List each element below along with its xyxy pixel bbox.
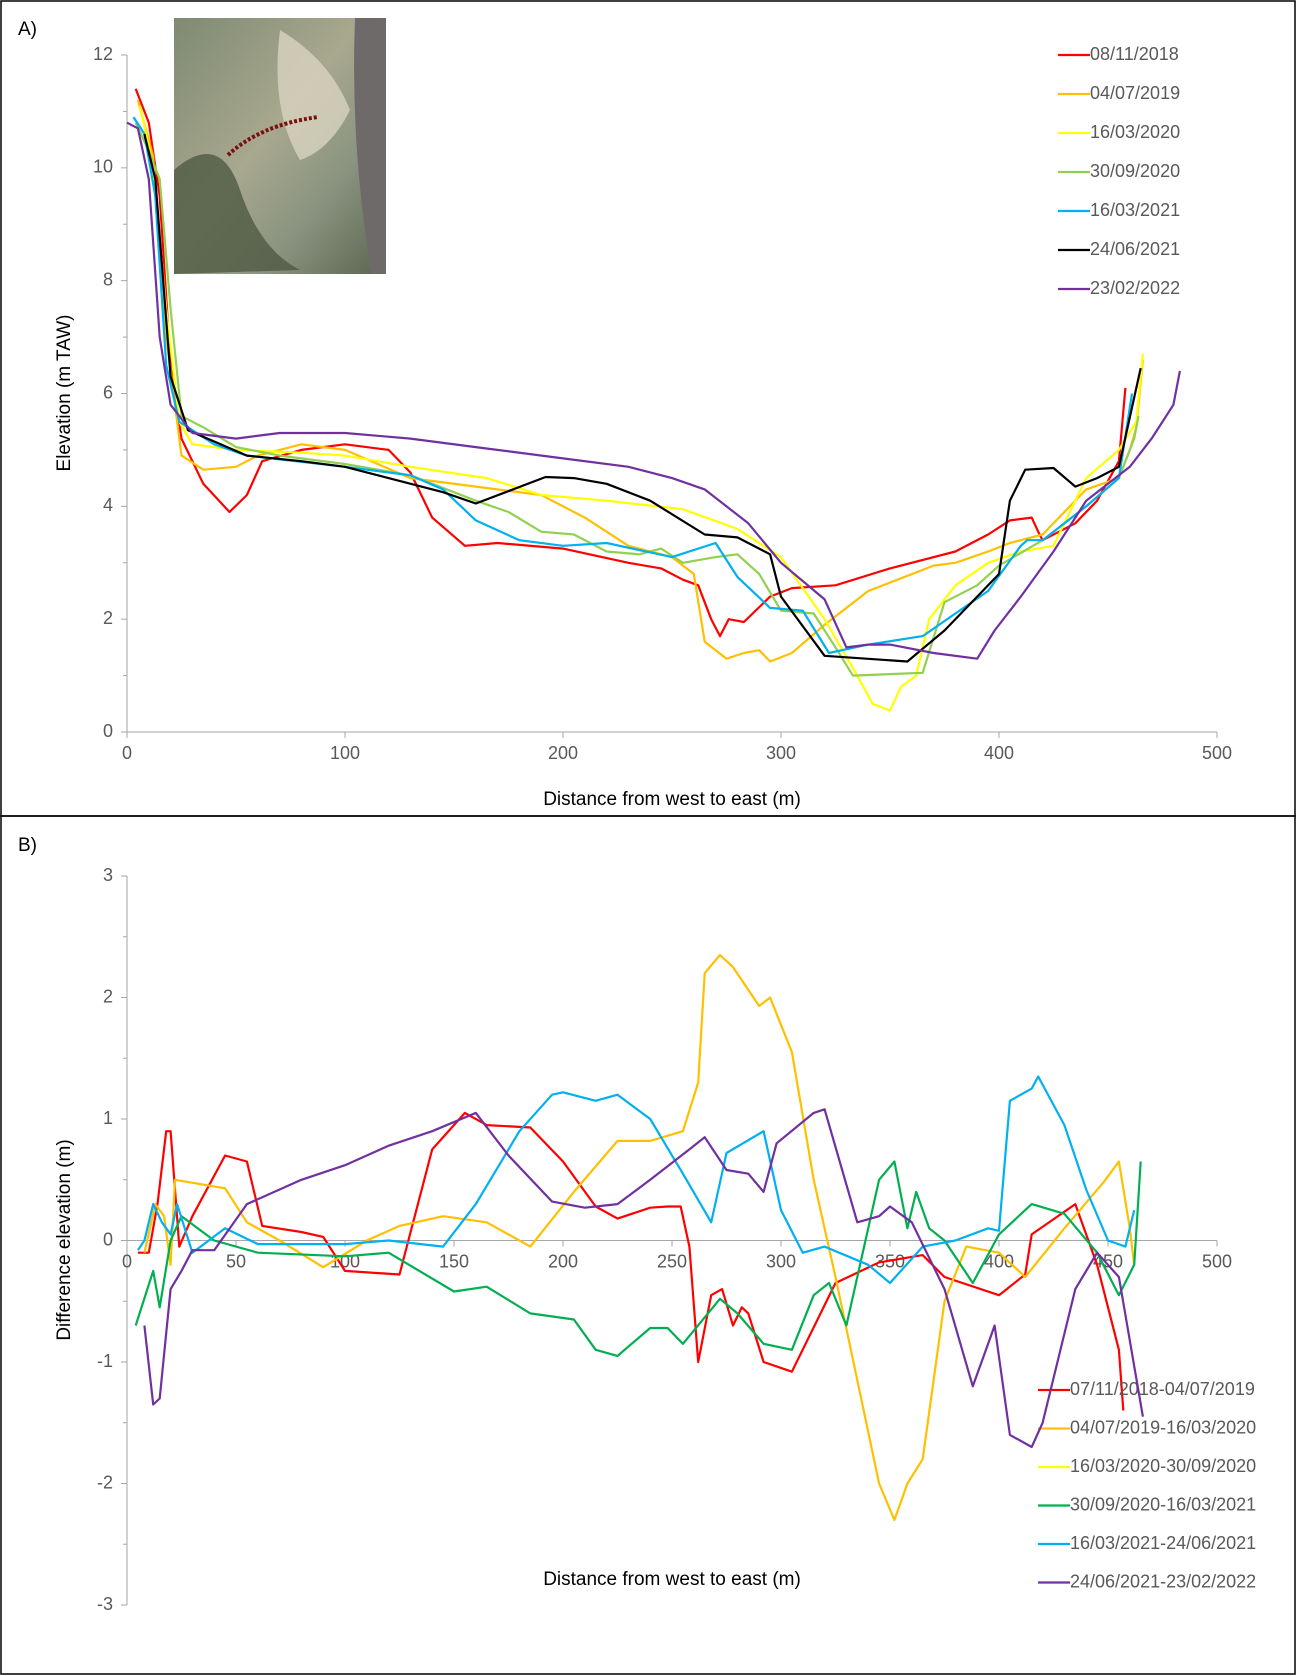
y-tick-label: 0 (103, 1229, 113, 1249)
data-line (136, 99, 1144, 663)
legend-label: 07/11/2018-04/07/2019 (1070, 1379, 1255, 1399)
y-tick-label: -3 (97, 1594, 113, 1614)
legend-label: 04/07/2019-16/03/2020 (1070, 1417, 1256, 1437)
x-tick-label: 150 (439, 1251, 469, 1271)
legend-label: 23/02/2022 (1090, 278, 1180, 298)
x-axis-title: Distance from west to east (m) (543, 789, 801, 810)
y-tick-label: 10 (93, 157, 113, 177)
x-tick-label: 0 (122, 1251, 132, 1271)
x-tick-label: 200 (548, 743, 578, 763)
y-tick-label: 3 (103, 865, 113, 885)
data-line (136, 1075, 1136, 1285)
legend-label: 24/06/2021-23/02/2022 (1070, 1571, 1256, 1591)
data-line (143, 133, 1142, 663)
x-tick-label: 250 (657, 1251, 687, 1271)
y-tick-label: 4 (103, 495, 113, 515)
y-tick-label: 0 (103, 721, 113, 741)
x-tick-label: 100 (330, 743, 360, 763)
x-axis-title: Distance from west to east (m) (543, 1569, 801, 1590)
x-tick-label: 300 (766, 743, 796, 763)
x-tick-label: 300 (766, 1251, 796, 1271)
legend-label: 16/03/2021-24/06/2021 (1070, 1533, 1256, 1553)
x-tick-label: 400 (984, 1251, 1014, 1271)
y-tick-label: -1 (97, 1351, 113, 1371)
x-tick-label: 0 (122, 743, 132, 763)
y-tick-label: 1 (103, 1108, 113, 1128)
y-tick-label: 12 (93, 44, 113, 64)
data-line (143, 1108, 1144, 1449)
data-line (134, 88, 1127, 638)
y-tick-label: -2 (97, 1472, 113, 1492)
data-line (132, 116, 1134, 655)
legend-label: 16/03/2021 (1090, 200, 1180, 220)
legend-label: 30/09/2020-16/03/2021 (1070, 1494, 1256, 1514)
inset-map (174, 18, 386, 274)
data-line (134, 1160, 1142, 1357)
x-tick-label: 500 (1202, 1251, 1232, 1271)
panel-label: B) (18, 835, 37, 856)
data-line (143, 953, 1136, 1522)
y-axis-title: Elevation (m TAW) (54, 315, 75, 472)
y-axis-title: Difference elevation (m) (54, 1139, 75, 1340)
y-tick-label: 2 (103, 986, 113, 1006)
x-tick-label: 500 (1202, 743, 1232, 763)
legend-label: 30/09/2020 (1090, 161, 1180, 181)
y-tick-label: 2 (103, 608, 113, 628)
y-tick-label: 6 (103, 382, 113, 402)
x-tick-label: 200 (548, 1251, 578, 1271)
legend-label: 08/11/2018 (1090, 44, 1179, 64)
legend-label: 04/07/2019 (1090, 83, 1180, 103)
y-tick-label: 8 (103, 269, 113, 289)
legend-label: 16/03/2020 (1090, 122, 1180, 142)
panel-border (0, 815, 1296, 1675)
x-tick-label: 400 (984, 743, 1014, 763)
panel-label: A) (18, 19, 37, 40)
legend-label: 24/06/2021 (1090, 239, 1180, 259)
x-tick-label: 50 (226, 1251, 246, 1271)
data-line (137, 1111, 1125, 1411)
legend-label: 16/03/2020-30/09/2020 (1070, 1456, 1256, 1476)
data-line (126, 121, 1181, 660)
